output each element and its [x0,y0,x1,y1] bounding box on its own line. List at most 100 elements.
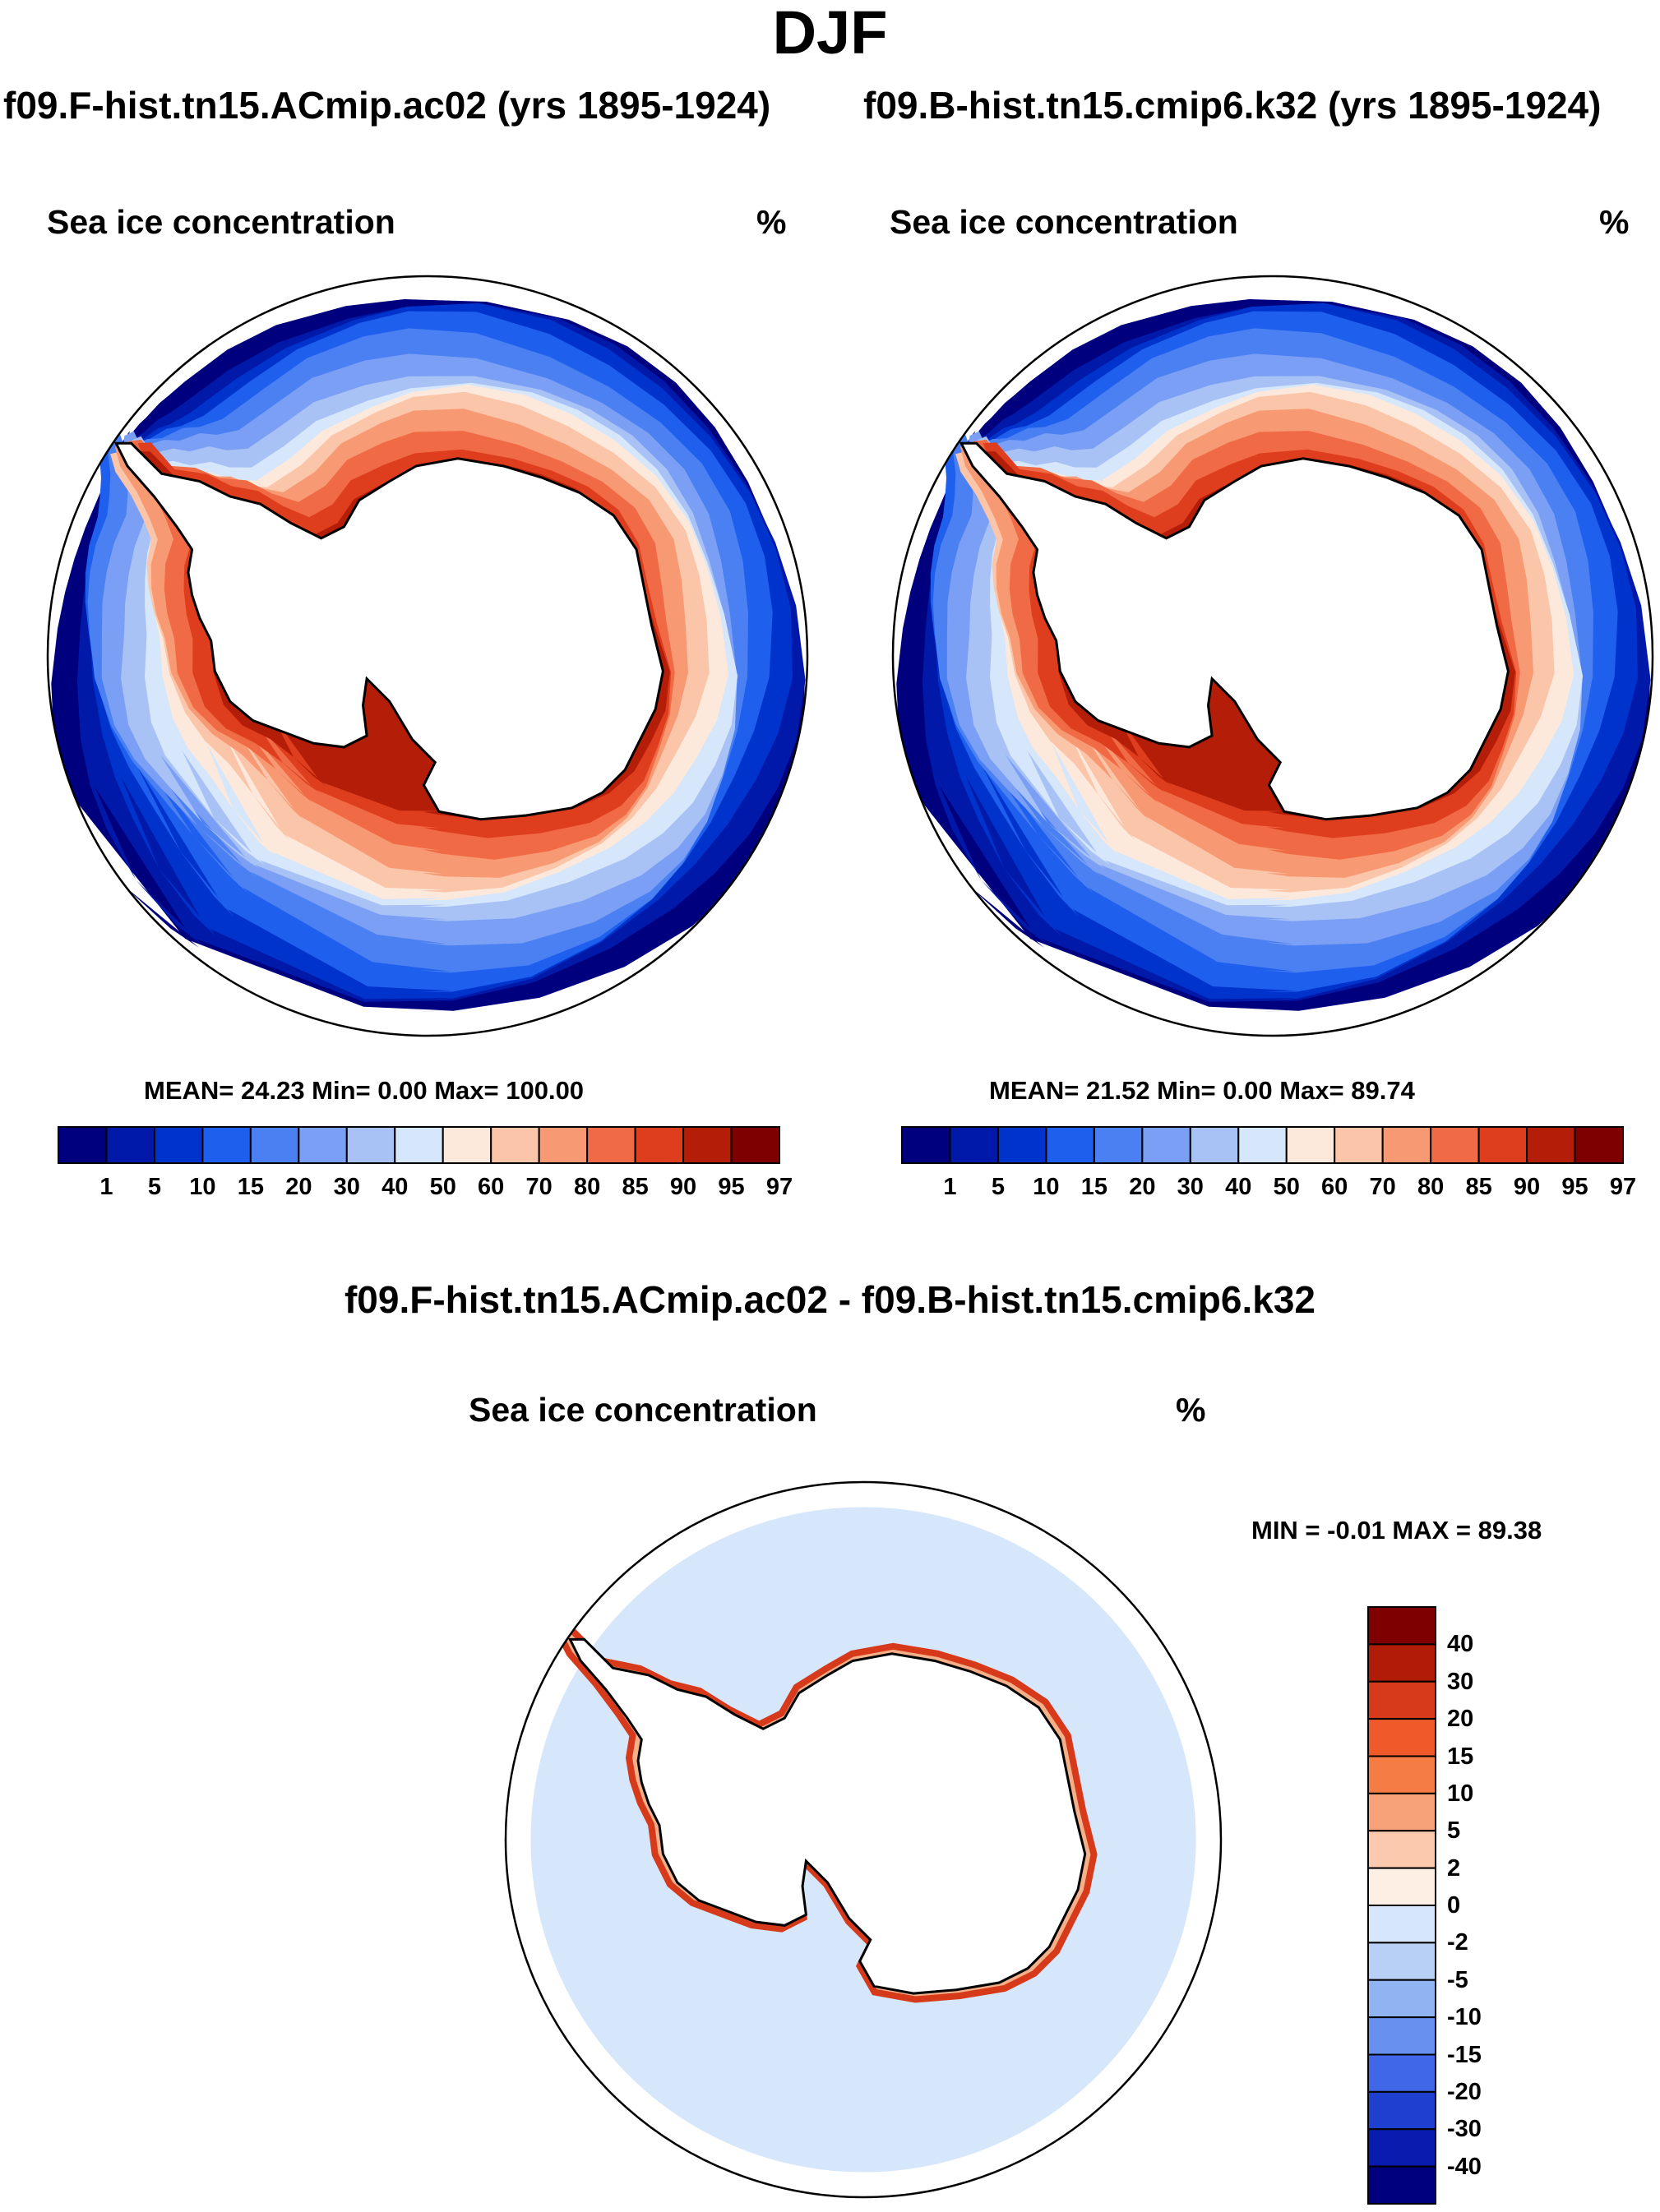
colorbar-box [1367,2165,1436,2205]
map-panel-2 [891,275,1654,1037]
colorbar-tick-label: 15 [1080,1174,1107,1200]
colorbar-box [1477,1126,1528,1164]
colorbar-tick-label: 70 [525,1174,553,1200]
colorbar-box [1367,1942,1436,1981]
colorbar-box [105,1126,155,1164]
colorbar-box [1334,1126,1384,1164]
colorbar-tick-label: 97 [765,1174,793,1200]
colorbar-tick-label: -5 [1447,1966,1468,1993]
colorbar-box [201,1126,252,1164]
panel1-case-title: f09.F-hist.tn15.ACmip.ac02 (yrs 1895-192… [3,84,771,127]
colorbar-box [1574,1126,1624,1164]
colorbar-tick-label: 97 [1609,1174,1637,1200]
colorbar-tick-label: 70 [1369,1174,1396,1200]
colorbar-box [586,1126,636,1164]
colorbar-box [996,1126,1047,1164]
colorbar-diff [1367,1606,1436,2205]
antarctica-coastline [113,441,664,821]
colorbar-box [298,1126,348,1164]
colorbar-tick-label: 20 [1129,1174,1156,1200]
colorbar-tick-label: 50 [1273,1174,1300,1200]
colorbar-box [949,1126,999,1164]
colorbar-tick-label: 10 [1447,1780,1474,1807]
map-boundary [504,1480,1223,2199]
colorbar-tick-label: 1 [943,1174,957,1200]
antarctica-coastline [567,1637,1087,1995]
colorbar-box [1367,1643,1436,1683]
colorbar-box [730,1126,780,1164]
panel1-units: % [756,203,787,241]
colorbar-box [1237,1126,1288,1164]
colorbar-box [1189,1126,1240,1164]
colorbar-tick-label: 1 [99,1174,113,1200]
colorbar-tick-label: 30 [333,1174,360,1200]
panel2-stats: MEAN= 21.52 Min= 0.00 Max= 89.74 [989,1076,1415,1105]
colorbar-box [58,1126,108,1164]
diff-variable: Sea ice concentration [469,1391,817,1429]
colorbar-tick-label: -2 [1447,1929,1468,1956]
colorbar-tick-label: -30 [1447,2116,1482,2143]
colorbar-box [1526,1126,1576,1164]
colorbar-box [1367,1792,1436,1832]
colorbar-tick-label: 10 [1033,1174,1060,1200]
antarctica-coastline [959,441,1510,821]
colorbar-box [1367,2128,1436,2168]
colorbar-box [1367,1867,1436,1906]
colorbar-tick-label: 50 [429,1174,456,1200]
map-panel-1 [46,275,809,1037]
colorbar-box [442,1126,492,1164]
colorbar-box [1045,1126,1095,1164]
map-boundary [891,275,1654,1037]
colorbar-tick-label: 90 [669,1174,697,1200]
colorbar-tick-label: 85 [1465,1174,1492,1200]
colorbar-tick-label: 5 [147,1174,161,1200]
map-boundary [46,275,809,1037]
colorbar-tick-label: 30 [1447,1668,1474,1695]
colorbar-box [249,1126,300,1164]
colorbar-box [538,1126,589,1164]
colorbar-box [1141,1126,1191,1164]
colorbar-panel-2 [901,1126,1624,1164]
colorbar-tick-label: 5 [991,1174,1005,1200]
colorbar-tick-label: 10 [189,1174,216,1200]
colorbar-tick-label: 95 [718,1174,745,1200]
colorbar-tick-label: -40 [1447,2153,1482,2180]
colorbar-tick-label: 30 [1177,1174,1204,1200]
colorbar-tick-label: 80 [573,1174,601,1200]
colorbar-box [1381,1126,1432,1164]
colorbar-box [682,1126,733,1164]
colorbar-box [1367,1905,1436,1944]
colorbar-box [345,1126,396,1164]
colorbar-tick-label: 0 [1447,1892,1461,1919]
diff-units: % [1176,1391,1206,1429]
colorbar-box [1430,1126,1480,1164]
diff-case-title: f09.F-hist.tn15.ACmip.ac02 - f09.B-hist.… [344,1278,1316,1321]
colorbar-box [1285,1126,1336,1164]
colorbar-box [1367,2053,1436,2093]
colorbar-tick-label: 15 [237,1174,264,1200]
colorbar-box [1367,1979,1436,2019]
colorbar-box [1367,2090,1436,2131]
colorbar-tick-label: 20 [285,1174,312,1200]
colorbar-tick-label: 60 [1321,1174,1348,1200]
colorbar-tick-label: 80 [1417,1174,1445,1200]
colorbar-box [901,1126,951,1164]
colorbar-box [1093,1126,1144,1164]
colorbar-tick-label: 90 [1513,1174,1541,1200]
colorbar-tick-label: 40 [381,1174,409,1200]
colorbar-tick-label: -15 [1447,2041,1482,2068]
panel2-case-title: f09.B-hist.tn15.cmip6.k32 (yrs 1895-1924… [863,84,1602,127]
colorbar-box [1367,1606,1436,1646]
colorbar-tick-label: 85 [622,1174,649,1200]
panel1-variable: Sea ice concentration [47,203,395,241]
colorbar-tick-label: 5 [1447,1817,1461,1845]
colorbar-box [1367,1718,1436,1757]
colorbar-box [1367,1680,1436,1720]
colorbar-box [394,1126,444,1164]
colorbar-panel-1 [58,1126,780,1164]
colorbar-box [490,1126,540,1164]
figure-title: DJF [772,0,888,67]
colorbar-tick-label: 15 [1447,1743,1474,1770]
diff-stats: MIN = -0.01 MAX = 89.38 [1251,1516,1542,1545]
panel2-variable: Sea ice concentration [890,203,1238,241]
